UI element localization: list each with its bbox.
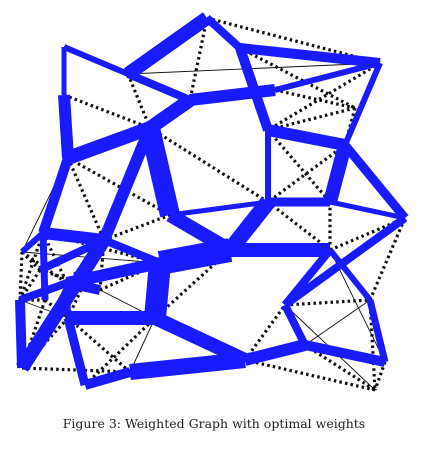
weighted-edge xyxy=(189,84,276,106)
weighted-edge xyxy=(341,142,409,221)
weighted-edge xyxy=(223,197,275,255)
weighted-edge xyxy=(281,303,309,347)
dotted-edge xyxy=(126,73,152,129)
thin-edge xyxy=(127,62,381,75)
weighted-edge xyxy=(157,238,233,275)
figure-caption: Figure 3: Weighted Graph with optimal we… xyxy=(62,416,366,431)
weighted-edge xyxy=(204,15,243,51)
dotted-edge xyxy=(373,361,387,391)
weighted-edge xyxy=(38,236,106,274)
dotted-edge xyxy=(66,157,106,241)
thin-edge xyxy=(129,317,156,373)
thin-edge xyxy=(304,299,371,346)
weighted-edge xyxy=(327,248,373,302)
weighted-edge xyxy=(152,311,248,367)
weighted-edge xyxy=(329,199,406,221)
weighted-edge xyxy=(58,94,74,159)
dotted-edge xyxy=(244,358,376,392)
dotted-edge xyxy=(20,299,47,369)
weighted-edge xyxy=(123,12,212,80)
dotted-edge xyxy=(284,298,371,307)
weighted-edge xyxy=(303,340,387,367)
dotted-edge xyxy=(103,213,171,242)
dotted-edge xyxy=(41,232,69,284)
dotted-edge xyxy=(267,200,331,252)
dotted-edge xyxy=(239,46,356,110)
weighted-edge xyxy=(169,199,269,218)
weighted-edge xyxy=(16,236,110,372)
weighted-edge xyxy=(38,156,73,235)
weighted-graph xyxy=(15,12,409,392)
dotted-edge xyxy=(274,88,356,110)
weighted-edge xyxy=(63,316,90,387)
dotted-edge xyxy=(18,232,45,301)
dotted-edge xyxy=(21,366,131,374)
dotted-edge xyxy=(368,217,407,301)
dotted-edge xyxy=(63,93,151,130)
dotted-edge xyxy=(267,106,356,132)
weighted-edge xyxy=(266,124,347,151)
weighted-edge xyxy=(140,125,180,218)
weighted-edge xyxy=(62,44,130,77)
weighted-edge xyxy=(274,60,381,93)
weighted-edge xyxy=(144,262,171,319)
weighted-edge xyxy=(166,208,234,257)
weighted-edge xyxy=(126,70,192,104)
dotted-edge xyxy=(83,316,157,387)
weighted-edge xyxy=(282,214,408,309)
weighted-edge xyxy=(342,61,383,147)
weighted-edge xyxy=(65,121,153,165)
weighted-edge xyxy=(19,230,46,255)
weighted-edge xyxy=(98,125,156,243)
dotted-edge xyxy=(66,316,132,374)
dotted-edge xyxy=(329,216,406,252)
dotted-edge xyxy=(266,128,332,204)
weighted-edge xyxy=(323,143,352,204)
weighted-edge xyxy=(129,352,246,380)
weighted-edge xyxy=(42,227,105,246)
dotted-edge xyxy=(149,126,269,204)
weighted-edge xyxy=(239,43,381,68)
weighted-edge xyxy=(64,282,71,319)
weighted-edge xyxy=(243,339,307,366)
weighted-edge xyxy=(145,94,195,134)
weighted-edge xyxy=(83,367,132,390)
dotted-edge xyxy=(18,251,24,301)
weighted-edge xyxy=(235,46,273,132)
dotted-edge xyxy=(368,299,377,391)
weighted-edge xyxy=(366,299,389,363)
weighted-edge xyxy=(65,278,102,295)
dotted-edge xyxy=(67,156,171,217)
weighted-edge xyxy=(39,232,49,301)
dotted-edge xyxy=(267,61,381,132)
dotted-edge xyxy=(20,250,42,272)
dotted-edge xyxy=(188,17,209,101)
